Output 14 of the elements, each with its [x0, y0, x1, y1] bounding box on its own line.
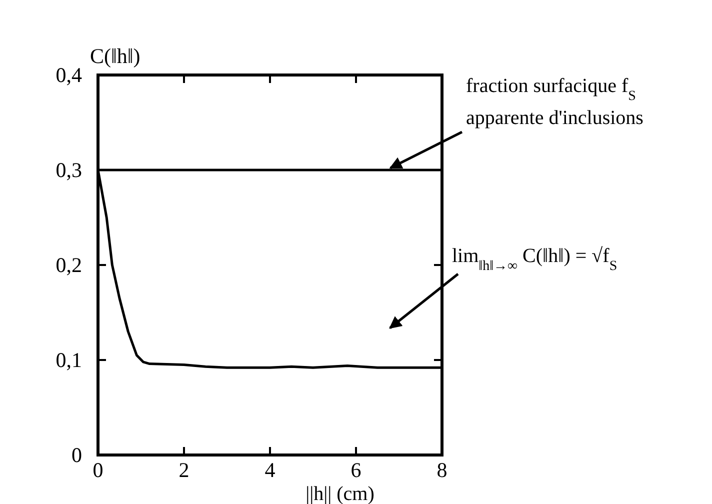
y-tick-label: 0: [72, 443, 82, 467]
annotation: fraction surfacique f$_{S}$ apparente d'inclusions: [466, 75, 644, 129]
x-axis-title: ||h|| (cm): [306, 483, 374, 504]
y-tick-label: 0,3: [56, 158, 82, 182]
x-tick-label: 6: [350, 458, 362, 482]
x-tick-label: 8: [436, 458, 448, 482]
y-tick-label: 0,4: [56, 63, 82, 87]
y-axis-title: C(‖h‖): [90, 44, 140, 68]
y-tick-label: 0,1: [56, 348, 82, 372]
x-tick-label: 0: [92, 458, 104, 482]
x-tick-label: 2: [178, 458, 190, 482]
text: lim$_{‖h‖→∞}$ C(‖h‖) = √f$_{S}$: [452, 245, 618, 274]
x-tick-label: 4: [264, 458, 276, 482]
y-tick-label: 0,2: [56, 253, 82, 277]
